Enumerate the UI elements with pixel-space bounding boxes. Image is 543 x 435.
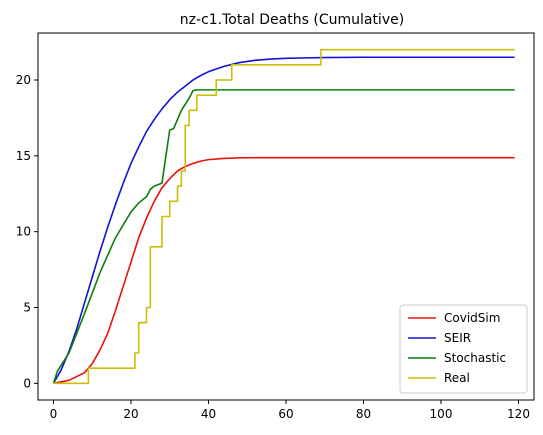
y-tick-label: 20 [16,73,31,87]
y-tick-label: 5 [23,300,31,314]
series-line-seir [52,56,515,384]
x-axis-ticks: 0 20 40 60 80 100 120 [50,400,530,421]
legend-label-stochastic: Stochastic [444,351,506,365]
y-tick-label: 0 [23,376,31,390]
series-line-covidsim [53,156,515,385]
legend: CovidSim SEIR Stochastic Real [399,304,528,394]
y-tick-label: 15 [16,149,31,163]
x-tick-label: 120 [507,407,530,421]
x-tick-label: 60 [278,407,293,421]
series-line-stochastic [52,89,515,384]
x-tick-label: 20 [123,407,138,421]
x-tick-label: 40 [201,407,216,421]
y-axis-ticks: 0 5 10 15 20 [16,73,38,390]
legend-box [399,304,528,394]
x-tick-label: 100 [430,407,453,421]
plot-series [52,48,515,385]
legend-label-real: Real [444,371,470,385]
legend-label-seir: SEIR [444,331,471,345]
chart-title: nz-c1.Total Deaths (Cumulative) [180,12,404,28]
legend-label-covidsim: CovidSim [444,311,500,325]
y-tick-label: 10 [16,225,31,239]
series-line-real [53,48,515,385]
x-tick-label: 0 [50,407,58,421]
x-tick-label: 80 [356,407,371,421]
